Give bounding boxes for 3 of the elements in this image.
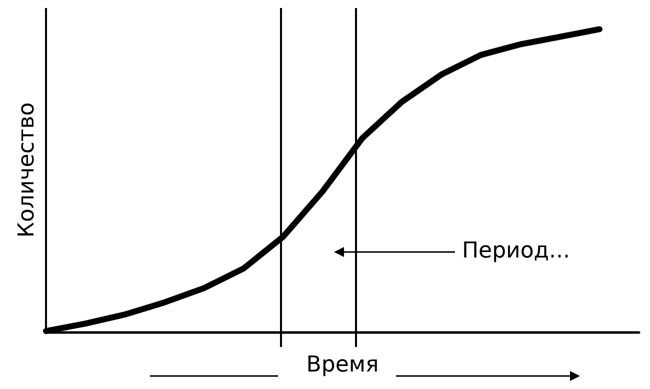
annotation: Период... bbox=[462, 238, 570, 264]
y-axis-title: Количество bbox=[14, 102, 40, 238]
x-axis-title: Время bbox=[306, 352, 379, 378]
